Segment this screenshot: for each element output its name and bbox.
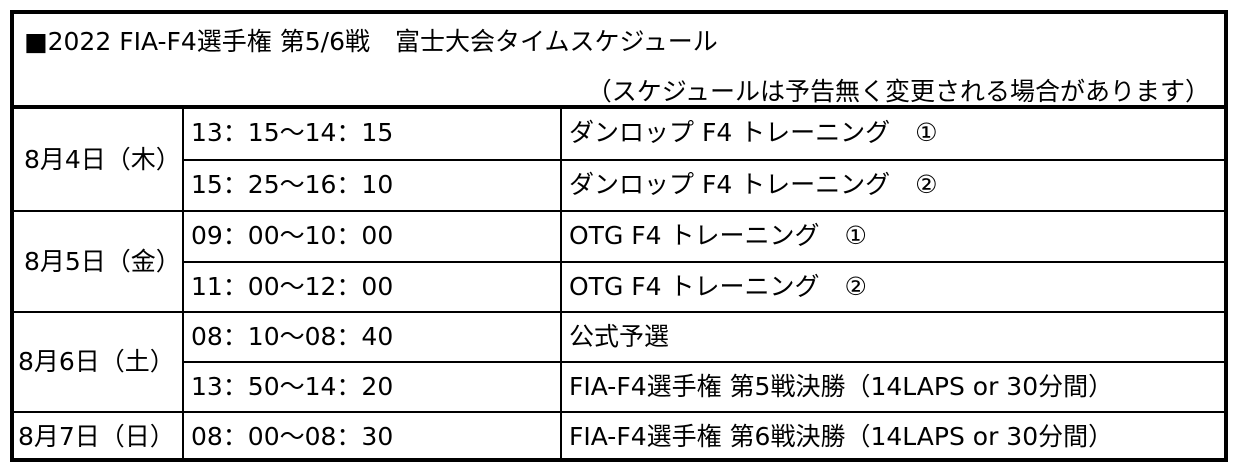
time-cell: 15：25～16：10	[191, 170, 394, 199]
time-cell: 09：00～10：00	[191, 221, 394, 250]
row-divider	[183, 159, 1228, 161]
event-cell: ダンロップ F4 トレーニング ②	[569, 170, 938, 199]
date-cell: 8月4日（木）	[24, 144, 181, 174]
time-cell: 08：10～08：40	[191, 322, 394, 351]
schedule-note: （スケジュールは予告無く変更される場合があります）	[586, 77, 1210, 106]
time-cell: 13：15～14：15	[191, 118, 394, 147]
event-cell: OTG F4 トレーニング ②	[569, 272, 867, 301]
event-cell: OTG F4 トレーニング ①	[569, 221, 867, 250]
date-cell: 8月7日（日）	[18, 422, 175, 451]
header-divider	[10, 105, 1228, 109]
row-divider	[183, 361, 1228, 363]
event-cell: FIA-F4選手権 第6戦決勝（14LAPS or 30分間）	[569, 422, 1114, 451]
event-cell: ダンロップ F4 トレーニング ①	[569, 118, 938, 147]
time-cell: 13：50～14：20	[191, 372, 394, 401]
event-cell: FIA-F4選手権 第5戦決勝（14LAPS or 30分間）	[569, 372, 1114, 401]
time-cell: 08：00～08：30	[191, 422, 394, 451]
column-divider	[560, 108, 562, 462]
day-divider	[10, 411, 1228, 413]
schedule-table: ■2022 FIA-F4選手権 第5/6戦 富士大会タイムスケジュール （スケジ…	[10, 10, 1228, 462]
date-cell: 8月6日（土）	[18, 347, 175, 376]
day-divider	[10, 311, 1228, 313]
row-divider	[183, 261, 1228, 263]
day-divider	[10, 210, 1228, 212]
column-divider	[182, 108, 184, 462]
schedule-title: ■2022 FIA-F4選手権 第5/6戦 富士大会タイムスケジュール	[24, 27, 718, 56]
time-cell: 11：00～12：00	[191, 272, 394, 301]
date-cell: 8月5日（金）	[24, 246, 181, 276]
event-cell: 公式予選	[569, 322, 670, 351]
